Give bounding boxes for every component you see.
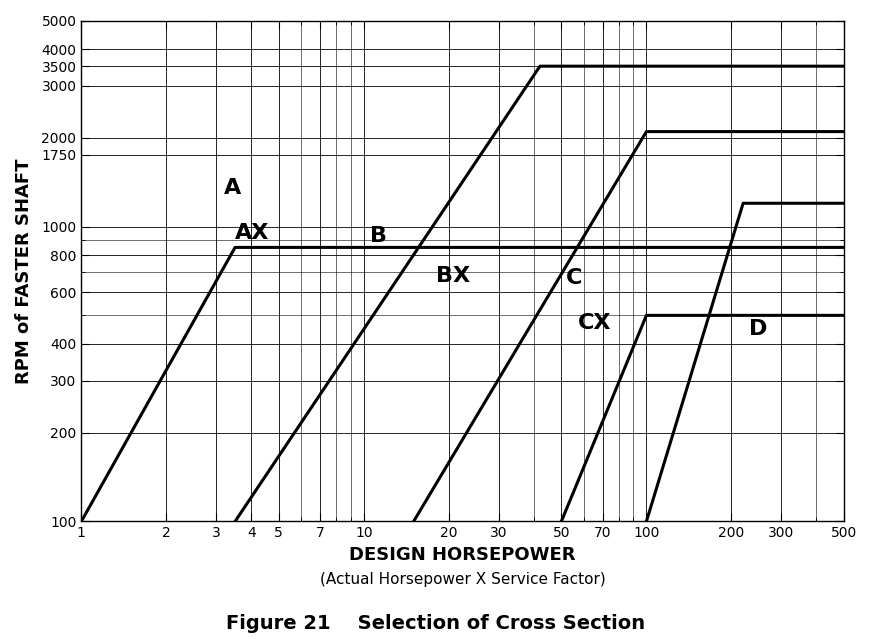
Text: B: B	[370, 226, 387, 246]
X-axis label: DESIGN HORSEPOWER: DESIGN HORSEPOWER	[350, 546, 576, 564]
Text: D: D	[748, 319, 767, 339]
Text: AX: AX	[235, 223, 269, 243]
Text: CX: CX	[577, 313, 611, 334]
Text: A: A	[224, 178, 242, 198]
Text: Figure 21    Selection of Cross Section: Figure 21 Selection of Cross Section	[227, 613, 645, 633]
Y-axis label: RPM of FASTER SHAFT: RPM of FASTER SHAFT	[15, 158, 33, 384]
Text: C: C	[566, 268, 582, 288]
Text: (Actual Horsepower X Service Factor): (Actual Horsepower X Service Factor)	[320, 571, 605, 587]
Text: BX: BX	[436, 266, 470, 286]
